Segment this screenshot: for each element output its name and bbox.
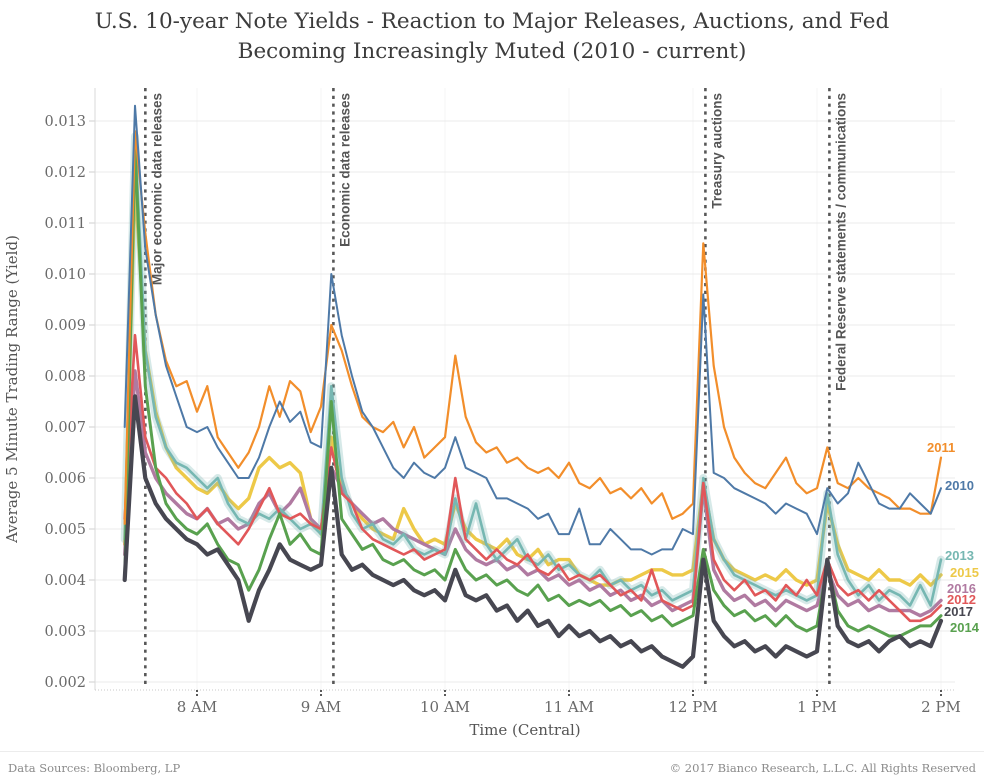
series-label-2011: 2011 <box>927 440 955 455</box>
annotation-label: Economic data releases <box>337 93 352 247</box>
series-label-2015: 2015 <box>950 565 979 580</box>
annotation-label: Treasury auctions <box>709 93 724 209</box>
y-tick-label: 0.012 <box>44 165 86 181</box>
y-tick-label: 0.011 <box>44 216 86 232</box>
series-line-2014 <box>123 145 943 638</box>
x-tick-label: 12 PM <box>668 698 717 716</box>
series-line-2017 <box>122 394 944 669</box>
y-tick-label: 0.004 <box>44 573 86 589</box>
series-label-2016: 2016 <box>947 581 976 596</box>
series-label-2013: 2013 <box>945 548 974 563</box>
line-chart: 0.002 0.003 0.004 0.005 0.006 0.007 0.008 0.009… <box>3 88 980 739</box>
copyright-note: © 2017 Bianco Research, L.L.C. All Right… <box>669 761 976 775</box>
series-label-2010: 2010 <box>945 478 974 493</box>
y-axis-title: Average 5 Minute Trading Range (Yield) <box>3 235 21 544</box>
annotation-label: Federal Reserve statements / communicati… <box>833 93 848 391</box>
series-label-2012: 2012 <box>947 592 976 607</box>
series-line-2010 <box>123 104 942 556</box>
series-label-2017: 2017 <box>944 604 973 619</box>
y-tick-label: 0.010 <box>44 267 86 283</box>
x-tick-label: 9 AM <box>301 698 342 716</box>
series-line-2012 <box>123 333 943 623</box>
series-label-2014: 2014 <box>950 620 980 635</box>
footer: Data Sources: Bloomberg, LP © 2017 Bianc… <box>0 751 984 784</box>
y-tick-label: 0.003 <box>44 624 86 640</box>
x-tick-label: 10 AM <box>420 698 470 716</box>
chart-title: U.S. 10-year Note Yields - Reaction to M… <box>0 7 984 66</box>
y-tick-label: 0.009 <box>44 318 86 334</box>
x-tick-label: 1 PM <box>797 698 837 716</box>
series-line-2011 <box>123 130 943 526</box>
y-tick-label: 0.006 <box>44 471 86 487</box>
y-tick-label: 0.005 <box>44 522 86 538</box>
y-tick-label: 0.007 <box>44 420 86 436</box>
series-line-2013 <box>123 135 943 607</box>
x-tick-label: 2 PM <box>921 698 961 716</box>
x-axis-title: Time (Central) <box>469 721 580 739</box>
y-tick-label: 0.002 <box>44 675 86 691</box>
series-halo-2013 <box>120 132 945 610</box>
x-tick-label: 8 AM <box>177 698 218 716</box>
annotation-label: Major economic data releases <box>149 93 164 285</box>
y-tick-label: 0.008 <box>44 369 86 385</box>
data-source-note: Data Sources: Bloomberg, LP <box>8 761 181 775</box>
y-tick-label: 0.013 <box>44 114 86 130</box>
series-line-2016 <box>122 369 943 618</box>
chart-title-line2: Becoming Increasingly Muted (2010 - curr… <box>237 38 747 64</box>
chart-title-line1: U.S. 10-year Note Yields - Reaction to M… <box>94 9 890 34</box>
x-tick-label: 11 AM <box>544 698 594 716</box>
